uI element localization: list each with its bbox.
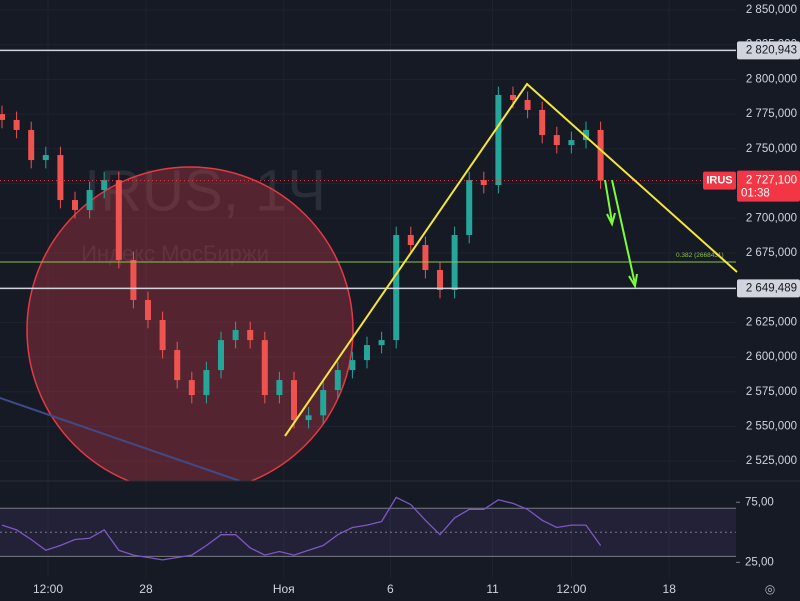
candle-body: [0, 114, 5, 120]
candle-body: [597, 129, 604, 181]
candle-body: [115, 180, 122, 261]
y-tick-label: 2 850,000: [746, 4, 797, 16]
candle-body: [466, 180, 473, 236]
candle-body: [568, 140, 575, 146]
y-tick-label: 2 625,000: [746, 316, 797, 328]
last-price-label: 2 727,100: [746, 175, 797, 187]
candle-body: [524, 99, 531, 110]
candle-body: [378, 340, 385, 346]
candle-body: [86, 190, 93, 211]
yellow-drawing: [284, 82, 738, 437]
x-tick-label: 6: [387, 582, 394, 596]
candle-body: [539, 109, 546, 136]
x-tick-label: 12:00: [556, 582, 586, 596]
candle-body: [145, 299, 151, 320]
candle-body: [305, 415, 312, 421]
y-tick-label: 2 600,000: [746, 351, 797, 363]
y-tick-label: 2 700,000: [746, 212, 797, 224]
y-tick-label: 2 550,000: [746, 420, 797, 432]
y-tick-label: 2 525,000: [746, 455, 797, 467]
price-label: 2 649,489: [746, 282, 797, 294]
candle-body: [247, 329, 254, 341]
y-tick-label: 2 750,000: [746, 143, 797, 155]
candle-body: [276, 380, 283, 396]
last-price-box: [737, 170, 800, 202]
candle-body: [437, 269, 443, 290]
x-tick-label: 11: [486, 582, 499, 596]
circle-drawing: [26, 166, 354, 481]
trend-line: [0, 397, 241, 481]
candle-body: [510, 94, 516, 100]
candle-body: [495, 94, 502, 186]
arrows: [604, 179, 638, 289]
price-label: 2 820,943: [746, 44, 797, 56]
y-tick-label: 2 575,000: [746, 386, 797, 398]
x-tick-label: 18: [663, 582, 677, 596]
watermark-title: IRUS, 1Ч: [84, 158, 326, 223]
candle-body: [101, 180, 108, 191]
y-tick-label: 75,00: [745, 496, 774, 508]
y-tick-label: 2 775,000: [746, 108, 797, 120]
candle-body: [72, 200, 78, 211]
candle-body: [13, 119, 20, 130]
candle-body: [232, 329, 239, 341]
candle-body: [261, 340, 268, 396]
candle-body: [320, 390, 327, 416]
y-tick-label: 25,00: [745, 556, 774, 568]
candle-body: [334, 370, 341, 391]
candle-body: [422, 245, 429, 270]
rsi-band: [0, 508, 736, 557]
symbol-box: [703, 171, 736, 190]
candle-body: [393, 235, 400, 341]
candle-body: [28, 129, 35, 161]
x-tick-label: Ноя: [273, 582, 295, 596]
x-tick-label: 28: [139, 582, 153, 596]
candle-body: [130, 260, 137, 300]
candle-body: [480, 180, 487, 186]
symbol-label: IRUS: [706, 175, 732, 187]
price-label-box: [737, 279, 800, 298]
candle-body: [203, 370, 210, 396]
candle-body: [57, 155, 64, 201]
rsi-line: [1, 496, 602, 561]
candle-body: [364, 345, 370, 361]
countdown: 01:38: [741, 188, 770, 200]
candle-body: [218, 340, 224, 371]
candle-body: [291, 380, 297, 421]
candle-body: [553, 135, 560, 146]
candle-body: [188, 380, 195, 396]
candle-body: [174, 350, 181, 381]
fib-label: 0.382 (2668431): [676, 252, 724, 259]
y-tick-label: 2 800,000: [746, 73, 797, 85]
candle-body: [349, 360, 356, 371]
price-label-box: [737, 41, 800, 60]
candle-body: [159, 319, 166, 351]
y-tick-label: 2 675,000: [746, 247, 797, 259]
candle-body: [407, 235, 414, 246]
candle-body: [583, 129, 589, 141]
x-tick-label: 12:00: [33, 582, 63, 596]
candle-body: [42, 155, 49, 161]
settings-icon[interactable]: ◎: [765, 582, 775, 596]
